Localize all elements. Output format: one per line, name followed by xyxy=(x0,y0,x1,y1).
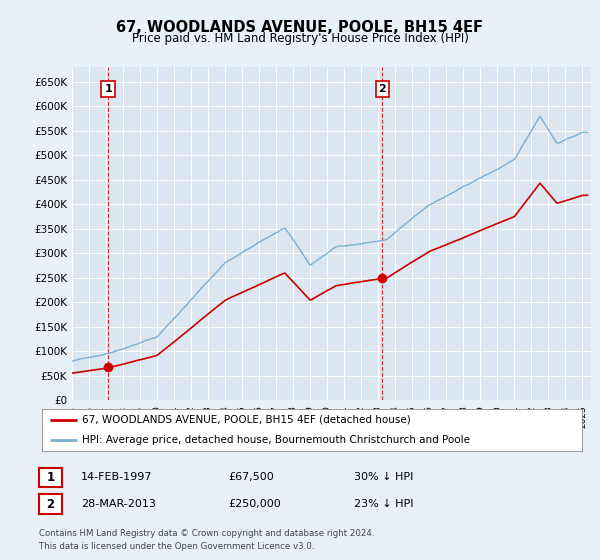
Text: 23% ↓ HPI: 23% ↓ HPI xyxy=(354,499,413,509)
Text: 30% ↓ HPI: 30% ↓ HPI xyxy=(354,472,413,482)
Text: HPI: Average price, detached house, Bournemouth Christchurch and Poole: HPI: Average price, detached house, Bour… xyxy=(83,435,470,445)
Text: 14-FEB-1997: 14-FEB-1997 xyxy=(81,472,152,482)
Text: 1: 1 xyxy=(46,470,55,484)
Text: Contains HM Land Registry data © Crown copyright and database right 2024.
This d: Contains HM Land Registry data © Crown c… xyxy=(39,529,374,550)
Text: 2: 2 xyxy=(46,497,55,511)
Text: 2: 2 xyxy=(379,84,386,94)
Text: £67,500: £67,500 xyxy=(228,472,274,482)
Text: 28-MAR-2013: 28-MAR-2013 xyxy=(81,499,156,509)
Text: 67, WOODLANDS AVENUE, POOLE, BH15 4EF: 67, WOODLANDS AVENUE, POOLE, BH15 4EF xyxy=(116,20,484,35)
Text: 1: 1 xyxy=(104,84,112,94)
Text: 67, WOODLANDS AVENUE, POOLE, BH15 4EF (detached house): 67, WOODLANDS AVENUE, POOLE, BH15 4EF (d… xyxy=(83,415,411,424)
Text: £250,000: £250,000 xyxy=(228,499,281,509)
Text: Price paid vs. HM Land Registry's House Price Index (HPI): Price paid vs. HM Land Registry's House … xyxy=(131,32,469,45)
